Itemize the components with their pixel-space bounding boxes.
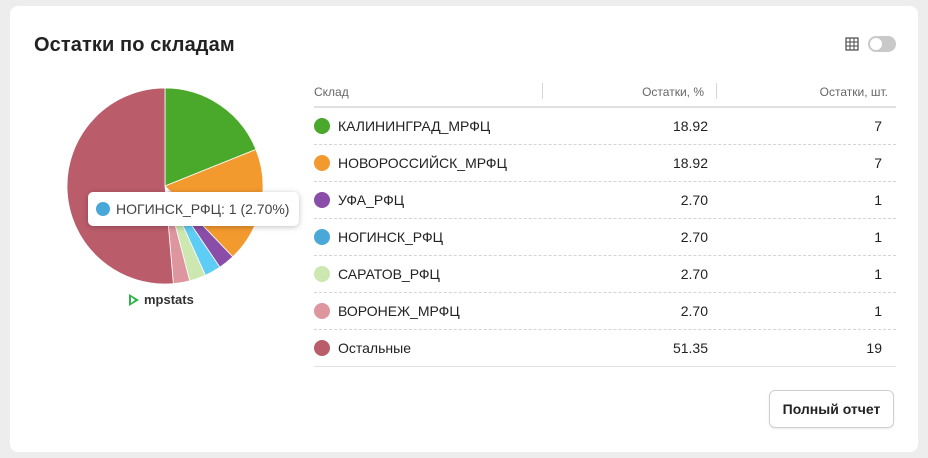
stock-qty: 1 [874, 192, 882, 208]
stock-percent: 2.70 [680, 192, 708, 208]
table-body: КАЛИНИНГРАД_МРФЦ 18.92 7 НОВОРОССИЙСК_МРФЦ 1… [314, 108, 896, 367]
brand-logo: mpstats [128, 292, 194, 307]
table-row[interactable]: САРАТОВ_РФЦ 2.70 1 [314, 256, 896, 293]
legend-color-dot [314, 192, 330, 208]
toggle-knob [870, 38, 882, 50]
legend-color-dot [314, 303, 330, 319]
table-row[interactable]: НОВОРОССИЙСК_МРФЦ 18.92 7 [314, 145, 896, 182]
stock-by-warehouse-card: Остатки по складам НОГИНСК_РФЦ: 1 (2.70%… [10, 6, 918, 452]
warehouse-name: САРАТОВ_РФЦ [338, 266, 440, 282]
chart-tooltip: НОГИНСК_РФЦ: 1 (2.70%) [88, 192, 300, 226]
table-header: Склад Остатки, % Остатки, шт. [314, 80, 896, 108]
table-row[interactable]: Остальные 51.35 19 [314, 330, 896, 367]
table-row[interactable]: НОГИНСК_РФЦ 2.70 1 [314, 219, 896, 256]
table-row[interactable]: УФА_РФЦ 2.70 1 [314, 182, 896, 219]
table-view-toggle[interactable] [868, 36, 896, 52]
legend-color-dot [314, 340, 330, 356]
tooltip-color-dot [96, 202, 110, 216]
legend-color-dot [314, 229, 330, 245]
tooltip-label: НОГИНСК_РФЦ: 1 (2.70%) [116, 201, 290, 217]
stock-qty: 1 [874, 229, 882, 245]
header-stock-qty[interactable]: Остатки, шт. [819, 85, 888, 99]
table-row[interactable]: КАЛИНИНГРАД_МРФЦ 18.92 7 [314, 108, 896, 145]
header-divider [542, 83, 543, 99]
header-divider [716, 83, 717, 99]
stock-percent: 2.70 [680, 229, 708, 245]
card-title: Остатки по складам [34, 34, 235, 56]
stock-percent: 51.35 [672, 340, 708, 356]
warehouse-name: УФА_РФЦ [338, 192, 405, 208]
pie-slice-остальные[interactable] [66, 87, 174, 285]
legend-color-dot [314, 155, 330, 171]
warehouse-name: НОГИНСК_РФЦ [338, 229, 443, 245]
stock-percent: 18.92 [672, 118, 708, 134]
stock-percent: 18.92 [672, 155, 708, 171]
stock-percent: 2.70 [680, 266, 708, 282]
stock-qty: 1 [874, 266, 882, 282]
legend-color-dot [314, 118, 330, 134]
brand-name: mpstats [144, 292, 194, 307]
full-report-button[interactable]: Полный отчет [769, 390, 894, 428]
stock-percent: 2.70 [680, 303, 708, 319]
legend-color-dot [314, 266, 330, 282]
table-row[interactable]: ВОРОНЕЖ_МРФЦ 2.70 1 [314, 293, 896, 330]
stock-qty: 7 [874, 118, 882, 134]
header-stock-percent[interactable]: Остатки, % [642, 85, 704, 99]
warehouse-pie-chart[interactable] [65, 86, 265, 286]
warehouse-name: КАЛИНИНГРАД_МРФЦ [338, 118, 491, 134]
header-warehouse[interactable]: Склад [314, 85, 349, 99]
warehouse-name: ВОРОНЕЖ_МРФЦ [338, 303, 460, 319]
stock-qty: 7 [874, 155, 882, 171]
mpstats-logo-icon [129, 293, 139, 306]
stock-qty: 19 [866, 340, 882, 356]
pie-slice-калининград_мрфц[interactable] [164, 87, 257, 187]
warehouse-table: Склад Остатки, % Остатки, шт. КАЛИНИНГРА… [314, 80, 896, 367]
table-icon[interactable] [845, 37, 859, 51]
stock-qty: 1 [874, 303, 882, 319]
warehouse-name: Остальные [338, 340, 411, 356]
warehouse-name: НОВОРОССИЙСК_МРФЦ [338, 155, 507, 171]
